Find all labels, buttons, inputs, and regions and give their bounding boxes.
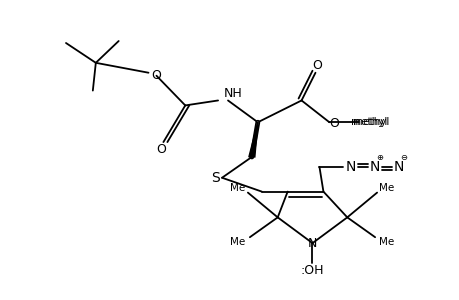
Text: N: N [369,160,380,174]
Text: Me: Me [230,237,245,247]
Text: methyl: methyl [350,117,386,127]
Text: methyl: methyl [352,117,388,127]
Polygon shape [248,122,257,157]
Text: N: N [393,160,403,174]
Text: Me: Me [379,183,394,193]
Text: :OH: :OH [300,264,324,278]
Text: N: N [307,237,317,250]
Text: NH: NH [223,87,242,100]
Text: N: N [345,160,356,174]
Text: Me: Me [230,183,245,193]
Text: Me: Me [379,237,394,247]
Text: ⊖: ⊖ [400,153,407,162]
Text: O: O [329,117,339,130]
Text: O: O [151,69,161,82]
Text: ⊕: ⊕ [376,153,383,162]
Text: O: O [312,59,322,72]
Text: S: S [210,171,219,185]
Text: O: O [156,142,166,155]
